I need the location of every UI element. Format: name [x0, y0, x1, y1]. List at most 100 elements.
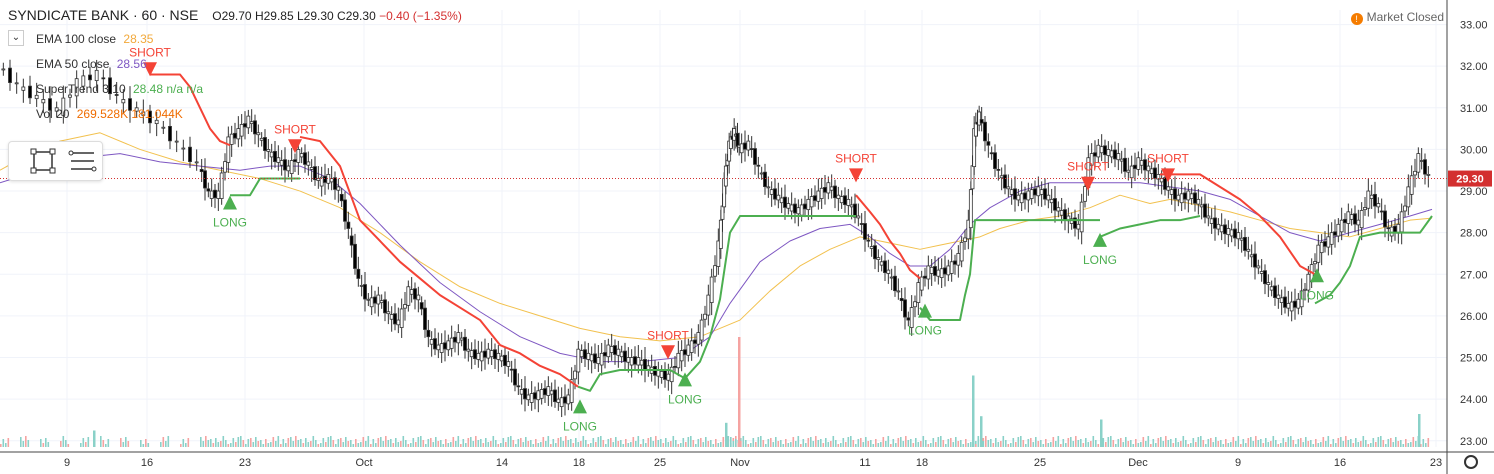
volume-bar [1260, 439, 1262, 447]
volume-bar [867, 441, 870, 447]
long-signal-label: LONG [213, 215, 247, 229]
volume-bar [100, 436, 102, 447]
volume-bar [1245, 443, 1247, 447]
legend-supertrend-value: 28.48 n/a n/a [132, 82, 204, 96]
volume-bar [1418, 414, 1421, 447]
candlesticks [1, 59, 1431, 418]
volume-bar [282, 439, 285, 447]
volume-bar [415, 442, 417, 447]
volume-bar [1110, 436, 1112, 447]
candle-body [161, 126, 166, 129]
candle-body [1216, 223, 1221, 230]
candle-body [313, 166, 317, 181]
volume-bar [102, 440, 105, 447]
volume-bar [312, 436, 315, 447]
candle-body [1256, 265, 1261, 269]
volume-bar [1270, 441, 1272, 447]
volume-bar [1152, 439, 1155, 447]
volume-bar [507, 437, 510, 447]
volume-bar [215, 438, 217, 447]
candle-body [823, 187, 827, 193]
candle-body [716, 240, 721, 267]
volume-bar [1012, 438, 1015, 447]
candle-body [1223, 224, 1227, 235]
volume-bar [1312, 444, 1315, 447]
volume-bar [552, 439, 555, 447]
volume-bar [1125, 437, 1127, 447]
volume-bar [257, 441, 260, 447]
volume-bar [187, 438, 190, 447]
candle-body [154, 119, 159, 125]
volume-bar [880, 442, 882, 447]
candle-body [526, 394, 531, 401]
volume-bar [160, 442, 162, 447]
open-value: O29.70 [212, 9, 252, 23]
volume-bar [1410, 442, 1412, 447]
settings-gear-icon[interactable] [1464, 455, 1478, 469]
volume-bar [60, 441, 62, 447]
volume-bar [885, 441, 887, 447]
candle-body [409, 289, 414, 295]
candle-body [879, 261, 884, 266]
volume-bar [815, 436, 817, 447]
candle-body [249, 121, 254, 125]
candle-body [1083, 186, 1087, 202]
volume-bar [417, 437, 420, 447]
candle-body [916, 282, 921, 303]
candle-body [81, 75, 86, 87]
volume-bar [807, 438, 810, 447]
legend-ema100[interactable]: EMA 100 close 28.35 [36, 32, 153, 46]
volume-bar [937, 437, 940, 447]
legend-ema50[interactable]: EMA 50 close 28.56 [36, 57, 147, 71]
volume-bar [307, 442, 310, 447]
candle-body [429, 339, 434, 345]
volume-bar [982, 441, 985, 447]
volume-bar [667, 442, 670, 447]
short-signal-label: SHORT [274, 122, 316, 136]
volume-bar [1372, 438, 1375, 447]
candle-body [706, 294, 711, 316]
rectangle-tool-icon[interactable] [30, 148, 56, 174]
candle-body [663, 370, 667, 380]
volume-bar [1120, 438, 1122, 447]
lines-tool-icon[interactable] [68, 150, 97, 172]
volume-bar [1082, 443, 1085, 447]
volume-bar [222, 436, 225, 447]
volume-bar [1330, 444, 1332, 447]
legend-supertrend[interactable]: SuperTrend 3 10 28.48 n/a n/a [36, 82, 203, 96]
volume-bar [612, 442, 615, 447]
candle-body [469, 350, 474, 358]
candle-body [1356, 219, 1361, 226]
volume-bar [747, 444, 750, 447]
volume-bar [425, 444, 427, 447]
long-signal-marker [678, 372, 692, 387]
symbol-title[interactable]: SYNDICATE BANK · 60 · NSE [8, 7, 199, 23]
candle-body [819, 187, 824, 199]
candle-body [279, 160, 284, 166]
volume-bar [960, 440, 962, 447]
volume-bar [217, 442, 220, 447]
volume-bar [65, 440, 67, 447]
volume-bar [405, 440, 407, 447]
volume-bar [140, 440, 142, 447]
candle-body [1289, 301, 1294, 312]
volume-bar [87, 437, 90, 447]
candle-body [449, 337, 454, 349]
candle-body [689, 340, 694, 353]
volume-bar [997, 442, 1000, 447]
candle-body [846, 198, 851, 206]
volume-bar [230, 443, 232, 447]
volume-bar [845, 442, 847, 447]
collapse-legend-button[interactable]: ⌄ [8, 30, 24, 46]
volume-bar [655, 436, 657, 447]
volume-bar [587, 444, 590, 447]
volume-bar [462, 439, 465, 447]
candle-body [569, 379, 574, 403]
legend-volume[interactable]: Vol 20 269.528K 181.044K [36, 107, 183, 121]
volume-bar [882, 437, 885, 447]
candle-body [966, 219, 971, 240]
y-tick-label: 26.00 [1460, 311, 1488, 323]
candle-body [1313, 261, 1317, 265]
candle-body [416, 294, 421, 301]
